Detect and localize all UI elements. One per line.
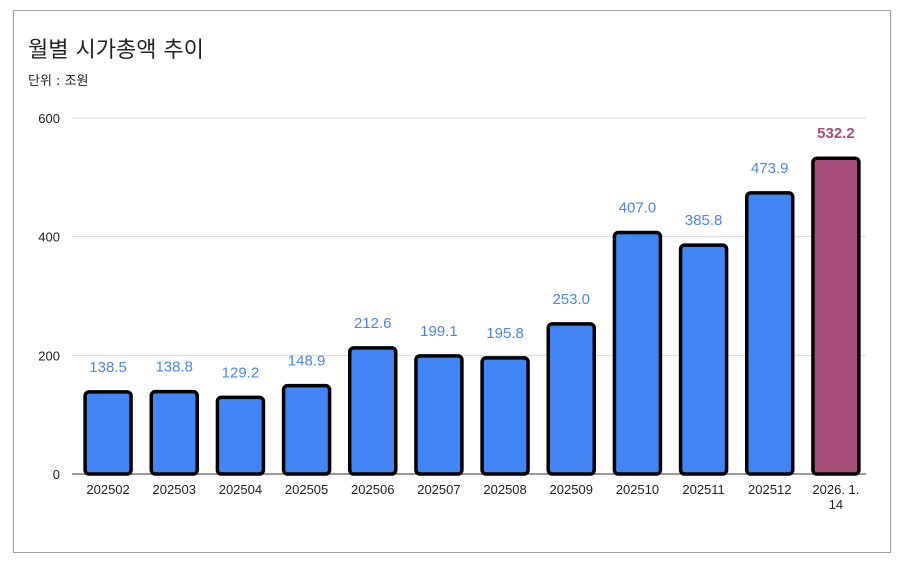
data-label: 407.0	[619, 200, 657, 217]
data-label: 129.2	[222, 364, 260, 381]
data-label: 195.8	[486, 325, 524, 342]
x-tick-label: 202505	[285, 482, 328, 497]
x-tick-label: 202502	[86, 482, 129, 497]
data-label: 473.9	[751, 160, 789, 177]
bar	[149, 389, 199, 476]
x-tick-label: 202508	[483, 482, 526, 497]
data-label: 138.8	[155, 359, 193, 376]
x-tick-label: 202504	[219, 482, 262, 497]
bar	[745, 191, 795, 476]
x-tick-label: 202512	[748, 482, 791, 497]
bar	[83, 390, 133, 476]
bar	[480, 356, 530, 476]
x-tick-label: 202503	[153, 482, 196, 497]
data-label: 148.9	[288, 353, 326, 370]
bar	[546, 322, 596, 476]
bar	[678, 243, 729, 476]
chart-subtitle: 단위 : 조원	[28, 74, 89, 89]
x-tick-label: 202509	[550, 482, 593, 497]
y-tick-label: 600	[38, 111, 60, 126]
bar	[811, 156, 861, 476]
x-tick-label: 202506	[351, 482, 394, 497]
data-label: 532.2	[817, 125, 855, 142]
data-label: 385.8	[685, 212, 723, 229]
bar	[612, 230, 663, 476]
x-tick-label: 202510	[616, 482, 659, 497]
data-label: 199.1	[420, 323, 458, 340]
data-label: 212.6	[354, 315, 392, 332]
x-tick-label: 202511	[682, 482, 724, 497]
bar	[348, 346, 398, 476]
y-tick-label: 200	[38, 348, 60, 363]
data-label: 138.5	[89, 359, 127, 376]
bar	[281, 383, 332, 476]
chart-title: 월별 시가총액 추이	[28, 38, 204, 63]
x-tick-label: 202507	[417, 482, 460, 497]
bar	[414, 354, 464, 476]
data-label: 253.0	[552, 291, 590, 308]
y-tick-label: 400	[38, 230, 60, 245]
bar	[215, 395, 266, 476]
y-tick-label: 0	[53, 467, 60, 482]
x-tick-label: 2026. 1. 14	[812, 482, 859, 512]
